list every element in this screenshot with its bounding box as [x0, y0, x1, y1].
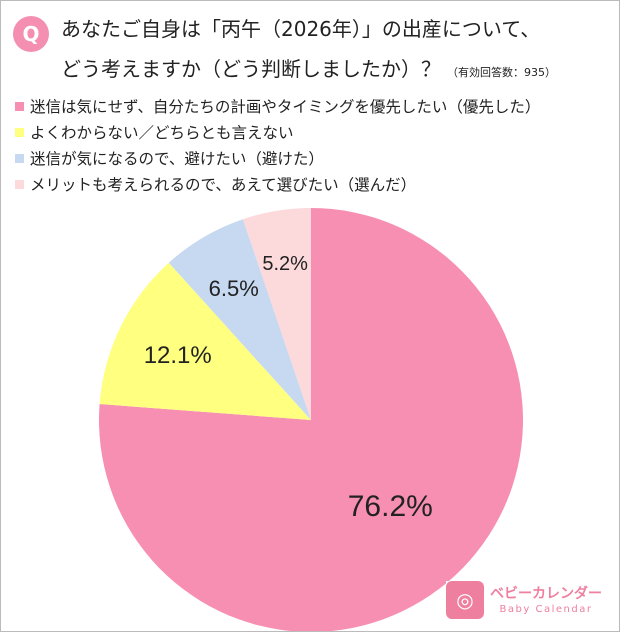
pie-slice	[168, 219, 311, 420]
legend-swatch	[15, 179, 24, 189]
legend-item: メリットも考えられるので、あえて選びたい（選んだ）	[15, 171, 540, 197]
baby-icon: ◎	[446, 581, 484, 619]
legend-swatch	[15, 127, 24, 137]
legend: 迷信は気にせず、自分たちの計画やタイミングを優先したい（優先した） よくわからな…	[15, 93, 540, 197]
legend-item: 迷信が気になるので、避けたい（避けた）	[15, 145, 540, 171]
data-label: 12.1%	[144, 342, 212, 369]
title-line-1: あなたご自身は「丙午（2026年）」の出産について、	[61, 17, 541, 41]
logo-text: ベビーカレンダー	[490, 585, 602, 602]
data-label: 5.2%	[262, 253, 308, 275]
data-label: 76.2%	[348, 490, 433, 523]
legend-label: メリットも考えられるので、あえて選びたい（選んだ）	[30, 176, 417, 194]
legend-label: よくわからない／どちらとも言えない	[30, 124, 294, 142]
legend-swatch	[15, 101, 24, 111]
pie-slice	[242, 208, 311, 420]
legend-label: 迷信は気にせず、自分たちの計画やタイミングを優先したい（優先した）	[30, 98, 541, 116]
question-badge: Q	[13, 16, 49, 52]
data-label: 6.5%	[209, 276, 259, 301]
legend-swatch	[15, 153, 24, 163]
title-line-2: どう考えますか（どう判断しましたか）？ （有効回答数：935）	[61, 53, 556, 82]
pie-slice	[99, 262, 311, 420]
pie-slice	[99, 208, 523, 631]
title-line-2-text: どう考えますか（どう判断しましたか）？	[61, 57, 441, 81]
logo-subtext: Baby Calendar	[499, 603, 593, 615]
respondent-count: （有効回答数：935）	[447, 66, 556, 79]
legend-item: 迷信は気にせず、自分たちの計画やタイミングを優先したい（優先した）	[15, 93, 540, 119]
logo: ◎ ベビーカレンダー Baby Calendar	[446, 581, 602, 619]
legend-label: 迷信が気になるので、避けたい（避けた）	[30, 150, 324, 168]
legend-item: よくわからない／どちらとも言えない	[15, 119, 540, 145]
